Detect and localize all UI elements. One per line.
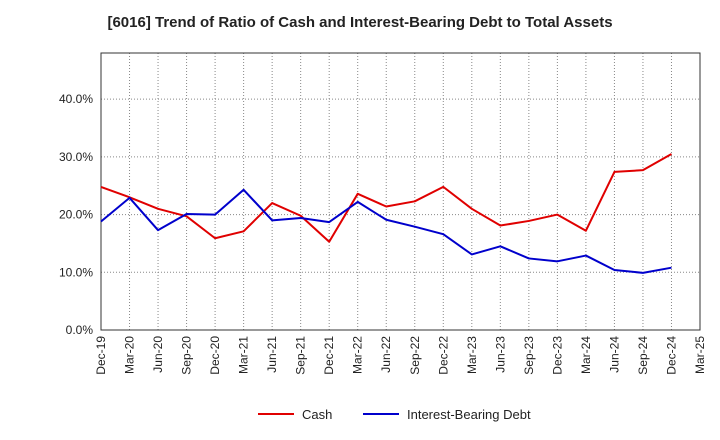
x-tick-label: Jun-22 — [379, 336, 393, 373]
y-tick-label: 10.0% — [59, 265, 93, 279]
x-tick-label: Sep-24 — [636, 336, 650, 375]
series-line-interest-bearing-debt — [100, 188, 672, 274]
plot-area-frame — [100, 52, 701, 331]
y-tick-label: 0.0% — [66, 323, 94, 337]
x-tick-label: Jun-20 — [151, 336, 165, 373]
x-tick-label: Mar-24 — [579, 336, 593, 374]
x-tick-label: Mar-25 — [693, 336, 707, 374]
x-tick-label: Sep-22 — [408, 336, 422, 375]
series-line-cash — [100, 153, 672, 243]
x-tick-label: Jun-24 — [607, 336, 621, 373]
x-tick-label: Dec-23 — [550, 336, 564, 375]
x-tick-label: Sep-21 — [294, 336, 308, 375]
y-tick-label: 40.0% — [59, 92, 93, 106]
x-tick-label: Jun-23 — [493, 336, 507, 373]
x-tick-label: Sep-23 — [522, 336, 536, 375]
y-tick-label: 30.0% — [59, 150, 93, 164]
x-tick-label: Mar-23 — [465, 336, 479, 374]
legend-label-cash: Cash — [302, 407, 332, 422]
x-tick-label: Dec-24 — [664, 336, 678, 375]
x-tick-label: Dec-21 — [322, 336, 336, 375]
x-tick-label: Sep-20 — [180, 336, 194, 375]
chart-title: [6016] Trend of Ratio of Cash and Intere… — [107, 14, 613, 31]
x-tick-label: Mar-21 — [237, 336, 251, 374]
x-tick-label: Mar-22 — [351, 336, 365, 374]
x-tick-label: Dec-22 — [436, 336, 450, 375]
x-tick-label: Mar-20 — [123, 336, 137, 374]
x-tick-label: Dec-20 — [208, 336, 222, 375]
x-tick-label: Dec-19 — [94, 336, 108, 375]
y-tick-label: 20.0% — [59, 208, 93, 222]
x-tick-label: Jun-21 — [265, 336, 279, 373]
legend-label-interest-bearing-debt: Interest-Bearing Debt — [407, 407, 531, 422]
